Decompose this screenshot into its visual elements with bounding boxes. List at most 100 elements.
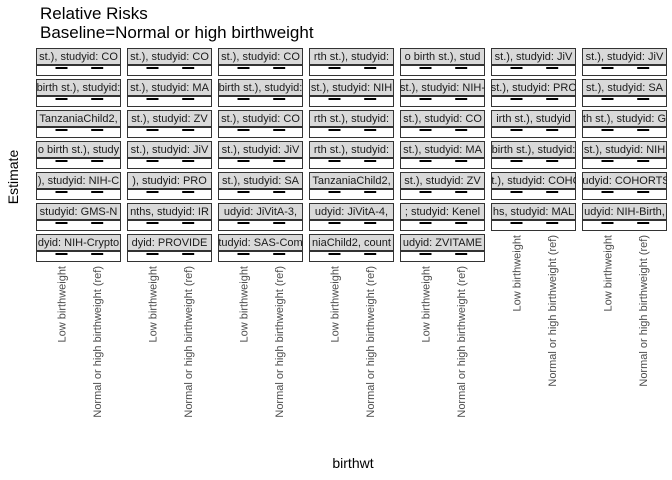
facet-strip-label: hs, studyid: MAL <box>493 206 574 218</box>
facet-strip-label: st.), studyid: CO <box>221 51 300 63</box>
facet-strip <box>582 203 667 220</box>
panel-frame <box>309 220 394 231</box>
panel-frame <box>127 251 212 262</box>
facet-panel: st.), studyid: CO <box>127 48 212 76</box>
facet-strip <box>127 48 212 65</box>
facet-strip-label: st.), studyid: NIH- <box>400 82 485 94</box>
chart-subtitle: Baseline=Normal or high birthweight <box>40 23 314 42</box>
facet-strip <box>582 79 667 96</box>
facet-strip <box>127 203 212 220</box>
panel-frame <box>582 220 667 231</box>
facet-panel: st.), studyid: JiV <box>218 141 303 169</box>
facet-panel: st.), studyid: CO <box>400 110 485 138</box>
facet-panel: st.), studyid: JiV <box>491 48 576 76</box>
facet-strip <box>582 110 667 127</box>
facet-strip-label: ), studyid: NIH-C <box>38 175 119 187</box>
facet-strip-label: st.), studyid: SA <box>222 175 300 187</box>
facet-panel: rth st.), studyid: <box>309 110 394 138</box>
x-tick-label: Normal or high birthweight (ref) <box>638 235 650 387</box>
panel-frame <box>400 189 485 200</box>
facet-strip <box>400 234 485 251</box>
facet-panel: st.), studyid: ZV <box>127 110 212 138</box>
facet-panel: nths, studyid: IR <box>127 203 212 231</box>
panel-frame <box>491 220 576 231</box>
panel-frame <box>491 65 576 76</box>
facet-strip-label: TanzaniaChild2, <box>39 113 117 125</box>
x-tick-label: Low birthweight <box>330 266 342 342</box>
facet-strip-label: st.), studyid: CO <box>403 113 482 125</box>
facet-panel: st.), studyid: NIH <box>309 79 394 107</box>
facet-panel: o birth st.), study <box>36 141 121 169</box>
facet-strip-label: th st.), studyid: G <box>583 113 666 125</box>
y-axis-title: Estimate <box>5 150 21 205</box>
panel-frame <box>218 127 303 138</box>
facet-strip-label: udyid: NIH-Birth, <box>584 206 665 218</box>
facet-strip <box>36 141 121 158</box>
x-tick-label: Low birthweight <box>148 266 160 342</box>
facet-panel: dyid: NIH-Crypto <box>36 234 121 262</box>
facet-panel: st.), studyid: SA <box>218 172 303 200</box>
facet-panel: ; studyid: Kenel <box>400 203 485 231</box>
x-tick-label: Low birthweight <box>603 235 615 311</box>
facet-panel: o birth st.), stud <box>400 48 485 76</box>
facet-panel: birth st.), studyid: <box>218 79 303 107</box>
panel-frame <box>400 65 485 76</box>
facet-strip <box>127 172 212 189</box>
facet-strip-label: TanzaniaChild2, <box>312 175 390 187</box>
x-tick-label: Low birthweight <box>239 266 251 342</box>
facet-panel: udyid: JiVitA-3, <box>218 203 303 231</box>
x-tick-label: Normal or high birthweight (ref) <box>456 266 468 418</box>
facet-strip-label: birth st.), studyid: <box>219 82 303 94</box>
facet-strip-label: birth st.), studyid: <box>37 82 121 94</box>
facet-strip <box>491 110 576 127</box>
facet-strip <box>582 172 667 189</box>
x-tick-label: Low birthweight <box>512 235 524 311</box>
facet-panel: st.), studyid: PRC <box>491 79 576 107</box>
panel-frame <box>582 127 667 138</box>
facet-strip <box>36 110 121 127</box>
panel-frame <box>218 220 303 231</box>
facet-strip <box>36 48 121 65</box>
facet-strip <box>218 79 303 96</box>
facet-strip <box>218 110 303 127</box>
facet-panel: TanzaniaChild2, <box>36 110 121 138</box>
facet-panel: tudyid: SAS-Com <box>218 234 303 262</box>
panel-frame <box>309 251 394 262</box>
x-tick-label: Normal or high birthweight (ref) <box>547 235 559 387</box>
panel-frame <box>218 158 303 169</box>
panel-frame <box>491 96 576 107</box>
facet-strip <box>218 203 303 220</box>
facet-panel: th st.), studyid: G <box>582 110 667 138</box>
facet-strip <box>309 234 394 251</box>
panel-frame <box>582 158 667 169</box>
facet-strip-label: dyid: PROVIDE <box>132 237 208 249</box>
facet-strip-label: st.), studyid: SA <box>586 82 664 94</box>
facet-panel: st.), studyid: CO <box>218 48 303 76</box>
facet-panel: ), studyid: PRO <box>127 172 212 200</box>
facet-panel: ), studyid: NIH-C <box>36 172 121 200</box>
facet-strip <box>127 110 212 127</box>
facet-panel: st.), studyid: COHO <box>491 172 576 200</box>
facet-panel: st.), studyid: CO <box>36 48 121 76</box>
facet-strip-label: st.), studyid: CO <box>221 113 300 125</box>
facet-strip <box>218 141 303 158</box>
facet-strip-label: o birth st.), stud <box>405 51 481 63</box>
facet-strip-label: irth st.), studyid <box>496 113 571 125</box>
panel-frame <box>400 251 485 262</box>
facet-strip-label: tudyid: COHORTS <box>579 175 669 187</box>
panel-frame <box>309 127 394 138</box>
facet-panel: hs, studyid: MAL <box>491 203 576 231</box>
facet-strip-label: st.), studyid: JiV <box>131 144 209 156</box>
facet-strip <box>400 203 485 220</box>
facet-panel: st.), studyid: SA <box>582 79 667 107</box>
facet-panel: st.), studyid: JiV <box>127 141 212 169</box>
facet-strip <box>400 48 485 65</box>
panel-frame <box>36 127 121 138</box>
panel-frame <box>582 96 667 107</box>
facet-strip-label: st.), studyid: CO <box>39 51 118 63</box>
facet-panel: niaChild2, count <box>309 234 394 262</box>
panel-frame <box>400 127 485 138</box>
panel-frame <box>36 251 121 262</box>
facet-strip <box>309 110 394 127</box>
panel-frame <box>218 96 303 107</box>
